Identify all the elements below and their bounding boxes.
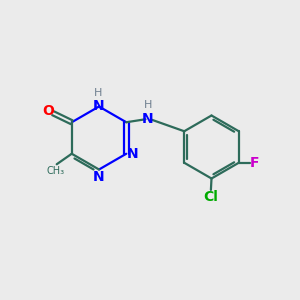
Text: H: H xyxy=(94,88,102,98)
Text: F: F xyxy=(250,156,260,170)
Text: N: N xyxy=(93,170,105,184)
Text: N: N xyxy=(142,112,154,126)
Text: CH₃: CH₃ xyxy=(46,166,64,176)
Text: N: N xyxy=(127,147,139,161)
Text: N: N xyxy=(93,99,105,113)
Text: H: H xyxy=(144,100,153,110)
Text: Cl: Cl xyxy=(203,190,218,204)
Text: O: O xyxy=(42,104,54,118)
